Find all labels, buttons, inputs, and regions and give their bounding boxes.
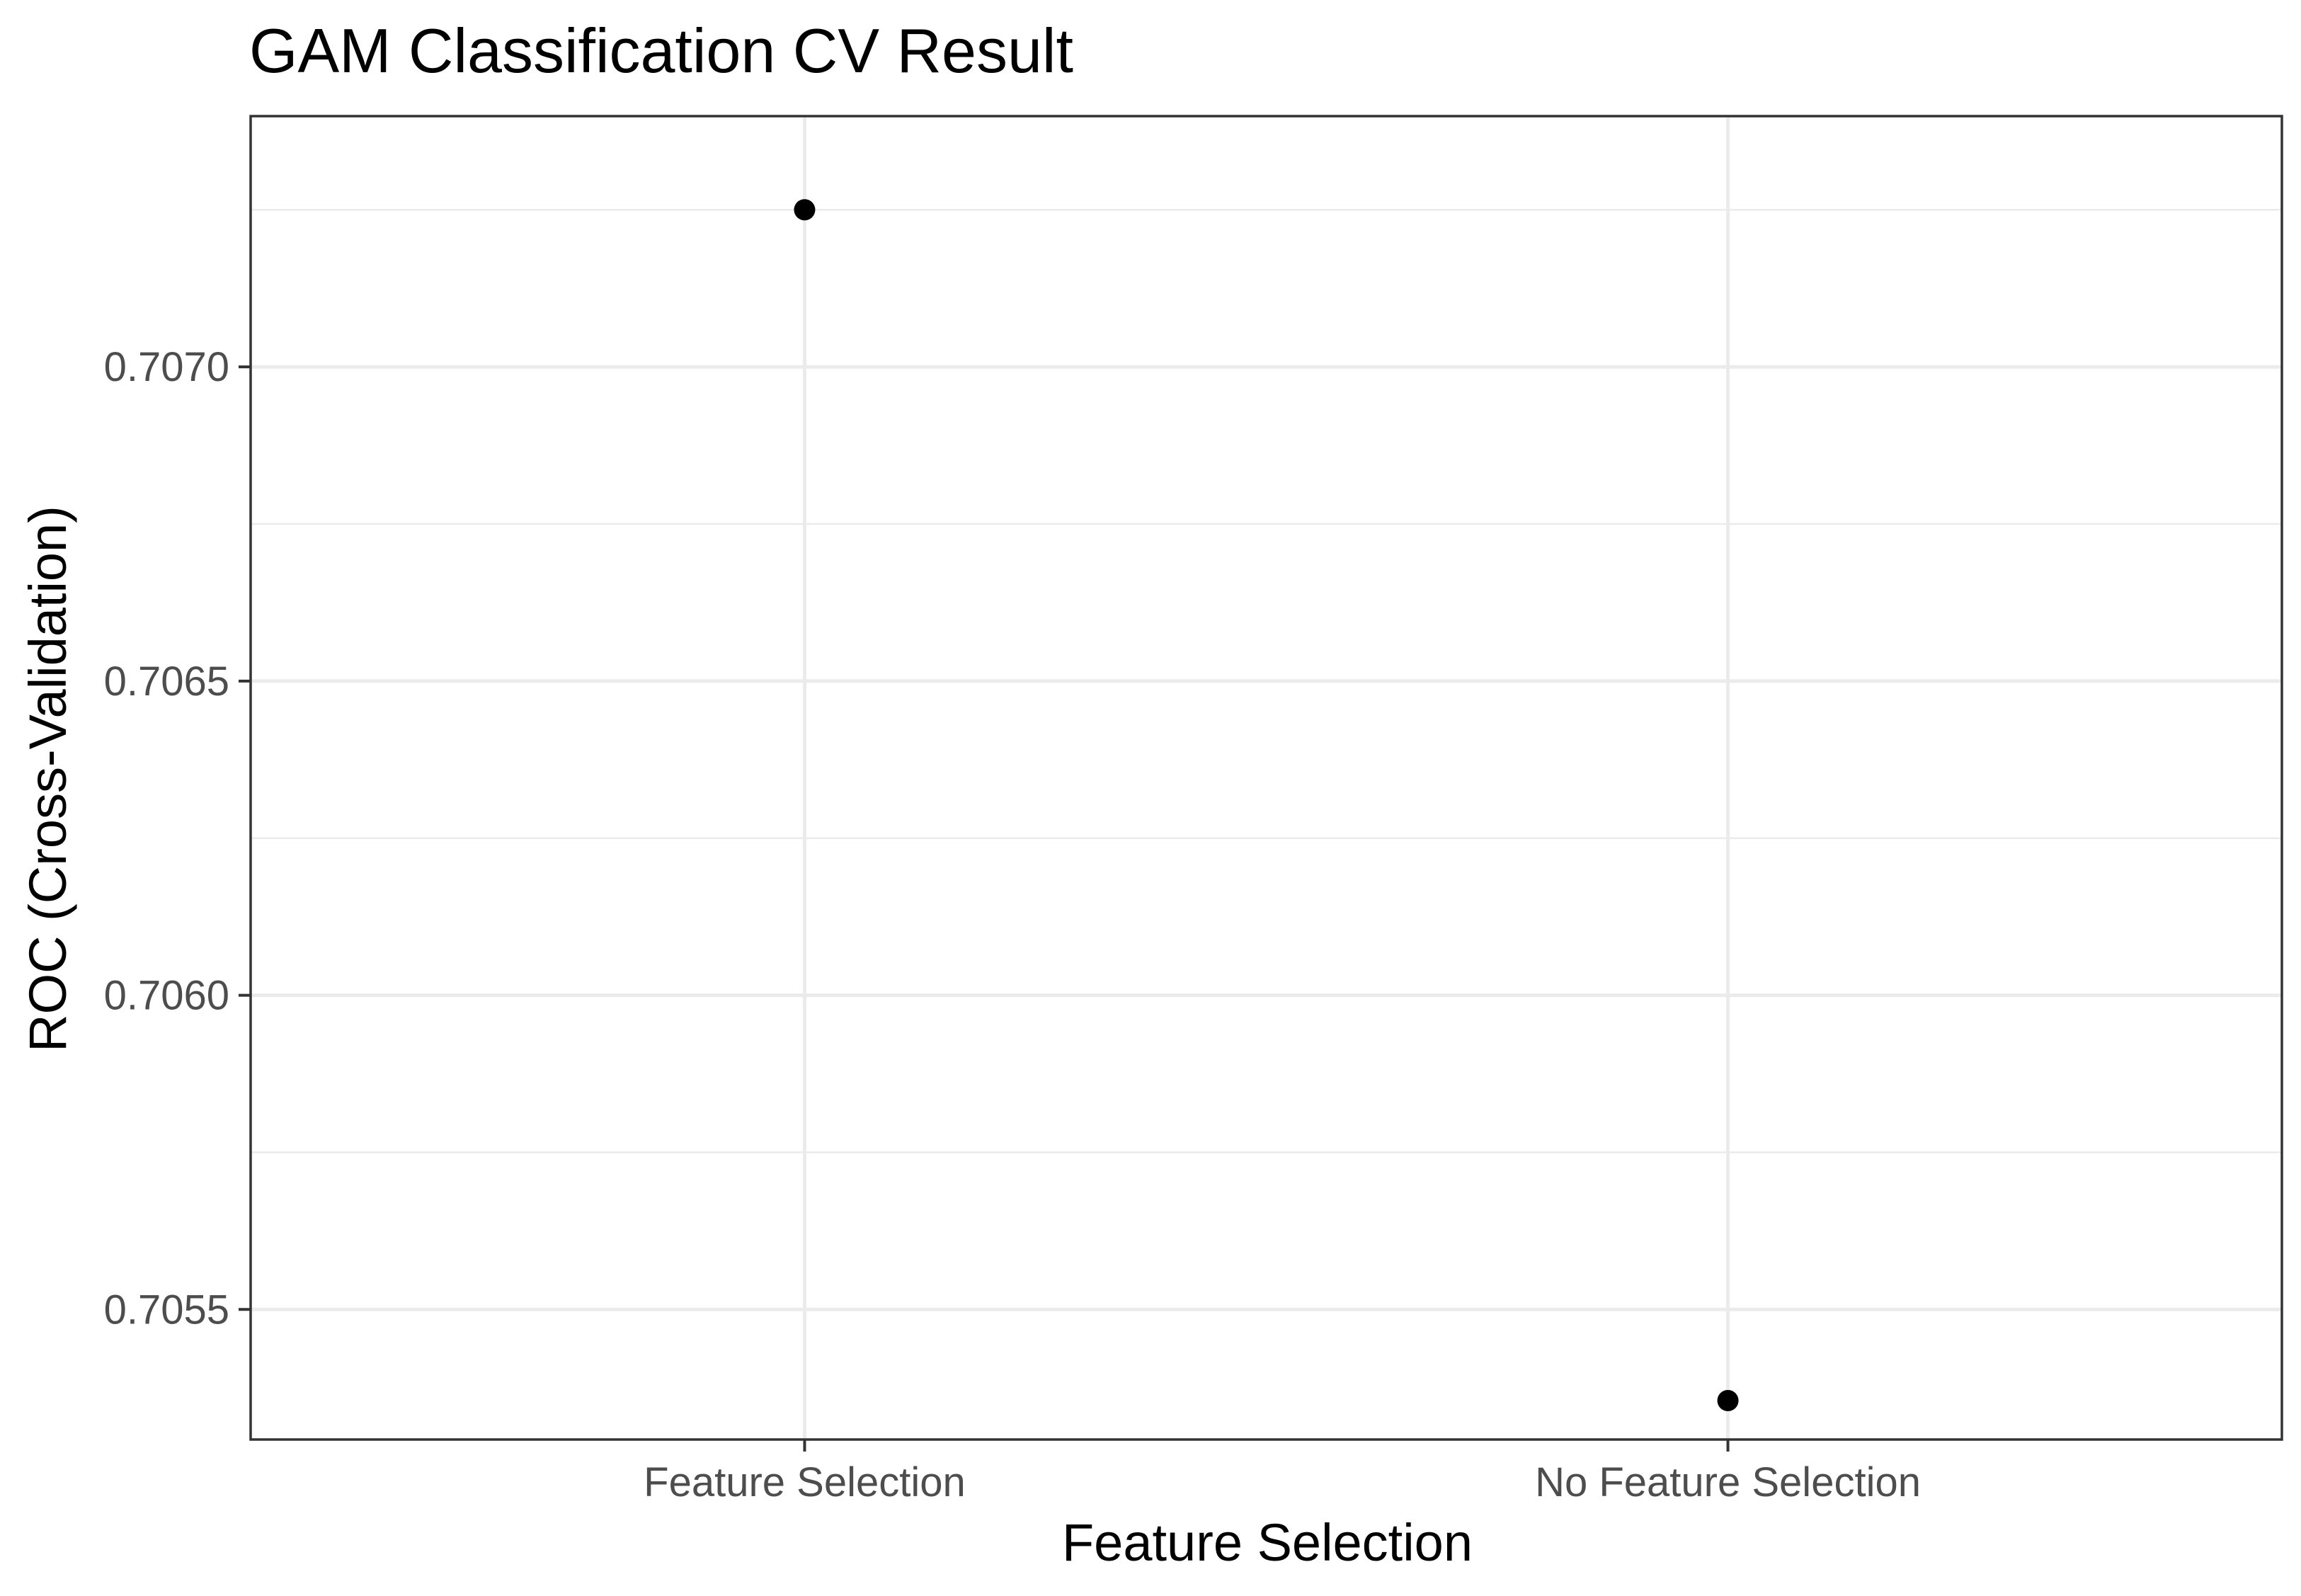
x-axis: Feature Selection No Feature Selection (644, 1440, 1921, 1505)
y-tick-label: 0.7070 (104, 344, 229, 390)
x-tick-label: No Feature Selection (1535, 1459, 1921, 1505)
chart-title: GAM Classification CV Result (249, 16, 1073, 86)
y-axis: 0.7055 0.7060 0.7065 0.7070 (104, 344, 251, 1333)
plot-panel-border (249, 115, 2283, 1441)
grid-lines (251, 116, 2282, 1440)
y-tick-label: 0.7065 (104, 659, 229, 705)
x-axis-title: Feature Selection (1062, 1513, 1473, 1572)
data-point (794, 199, 816, 221)
x-tick-label: Feature Selection (644, 1459, 966, 1505)
y-axis-title: ROC (Cross-Validation) (18, 506, 77, 1052)
data-point (1717, 1389, 1739, 1411)
y-tick-label: 0.7060 (104, 973, 229, 1019)
data-points (794, 199, 1739, 1411)
y-tick-label: 0.7055 (104, 1287, 229, 1333)
